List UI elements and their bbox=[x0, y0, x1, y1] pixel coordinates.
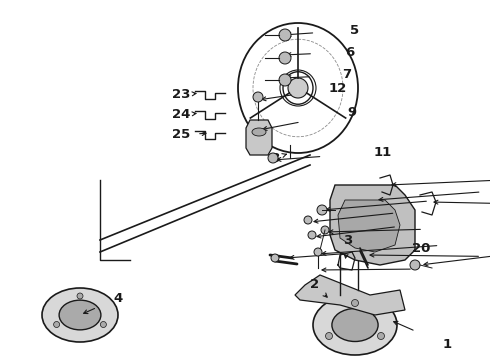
Circle shape bbox=[304, 216, 312, 224]
Text: 20: 20 bbox=[412, 242, 430, 255]
Text: 1: 1 bbox=[442, 338, 452, 351]
Circle shape bbox=[325, 333, 333, 339]
Text: 23: 23 bbox=[172, 89, 190, 102]
Circle shape bbox=[317, 205, 327, 215]
Circle shape bbox=[288, 78, 308, 98]
Circle shape bbox=[268, 153, 278, 163]
Ellipse shape bbox=[313, 295, 397, 355]
Polygon shape bbox=[295, 275, 405, 315]
Circle shape bbox=[53, 321, 60, 328]
Text: 7: 7 bbox=[343, 68, 351, 81]
Polygon shape bbox=[246, 120, 272, 155]
Text: 9: 9 bbox=[347, 105, 357, 118]
Text: 2: 2 bbox=[311, 279, 319, 292]
Circle shape bbox=[410, 260, 420, 270]
Text: 25: 25 bbox=[172, 129, 190, 141]
Circle shape bbox=[77, 293, 83, 299]
Circle shape bbox=[314, 248, 322, 256]
Circle shape bbox=[351, 300, 359, 306]
Polygon shape bbox=[338, 200, 400, 252]
Text: 6: 6 bbox=[345, 45, 355, 58]
Circle shape bbox=[308, 231, 316, 239]
Circle shape bbox=[100, 321, 106, 328]
Circle shape bbox=[279, 29, 291, 41]
Ellipse shape bbox=[252, 128, 266, 136]
Ellipse shape bbox=[332, 309, 378, 342]
Circle shape bbox=[279, 52, 291, 64]
Text: 3: 3 bbox=[343, 234, 353, 247]
Text: 11: 11 bbox=[374, 145, 392, 158]
Text: 24: 24 bbox=[172, 108, 190, 122]
Ellipse shape bbox=[59, 300, 101, 330]
Text: 4: 4 bbox=[113, 292, 122, 305]
Circle shape bbox=[321, 226, 329, 234]
Text: 12: 12 bbox=[329, 81, 347, 94]
Text: 5: 5 bbox=[350, 23, 360, 36]
Polygon shape bbox=[330, 185, 415, 265]
Circle shape bbox=[279, 74, 291, 86]
Ellipse shape bbox=[42, 288, 118, 342]
Circle shape bbox=[271, 254, 279, 262]
Circle shape bbox=[253, 92, 263, 102]
Circle shape bbox=[377, 333, 385, 339]
Text: 8: 8 bbox=[270, 152, 280, 165]
